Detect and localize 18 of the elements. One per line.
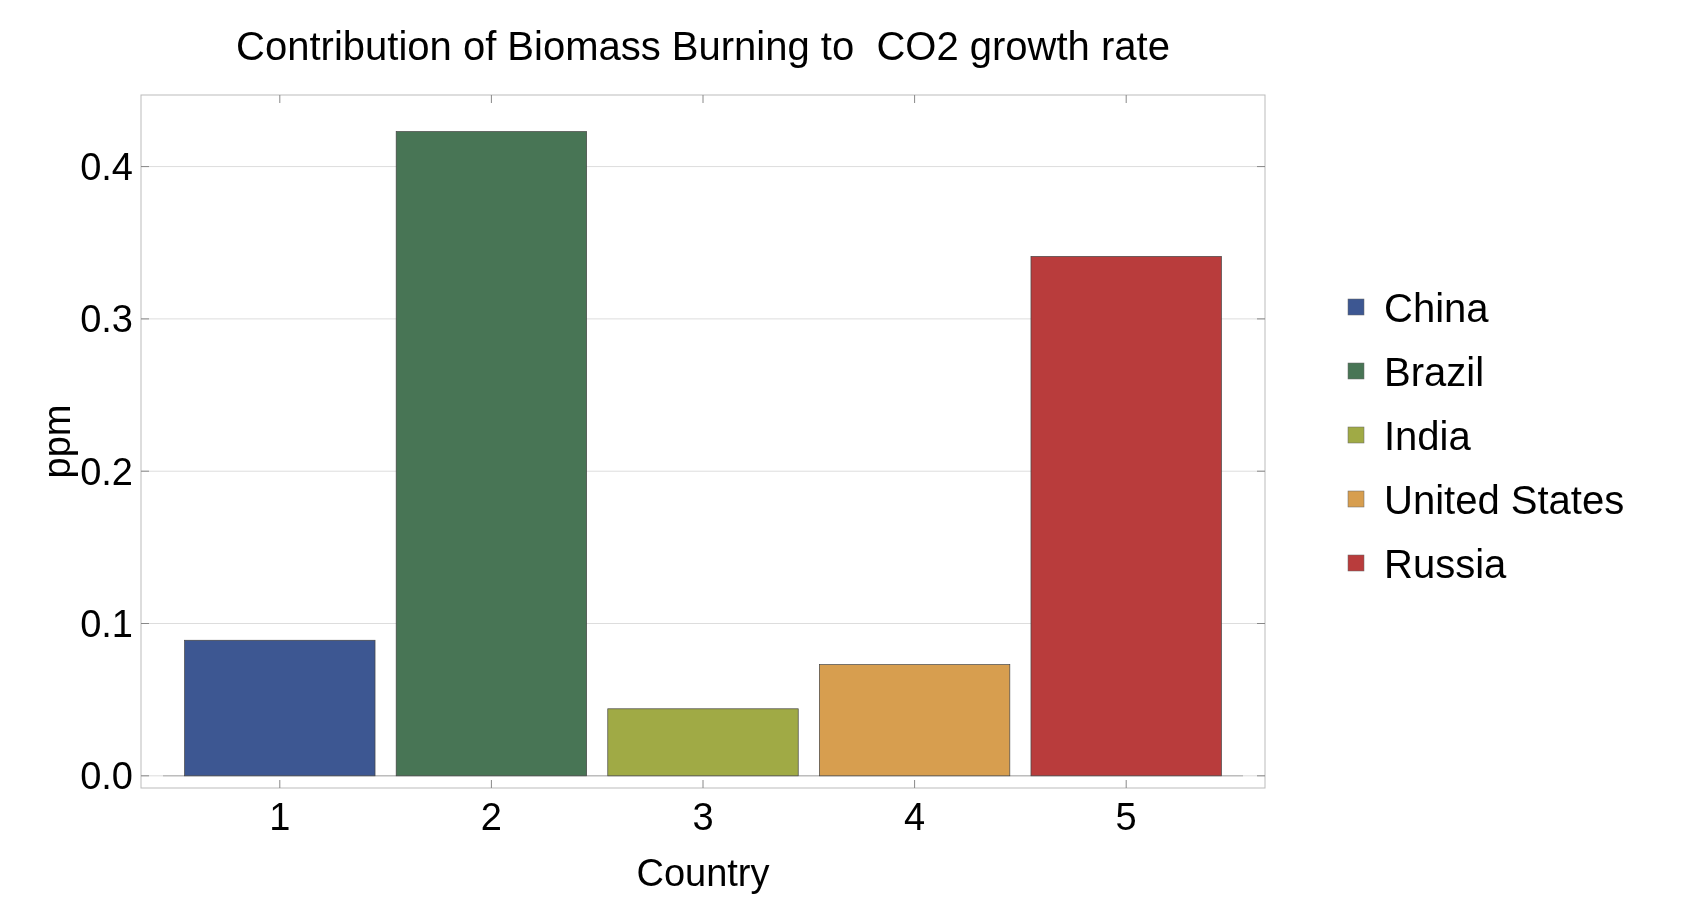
- legend-label: China: [1384, 286, 1490, 330]
- x-tick-label: 3: [692, 796, 714, 838]
- y-tick-label: 0.4: [80, 145, 133, 188]
- y-tick-label: 0.2: [80, 450, 133, 493]
- x-tick-label: 2: [480, 796, 502, 838]
- x-tick-label: 1: [269, 796, 291, 838]
- legend-label: Brazil: [1384, 350, 1485, 394]
- y-tick-label: 0.3: [80, 298, 133, 341]
- legend-label: United States: [1384, 478, 1625, 522]
- chart-title: Contribution of Biomass Burning to CO2 growth rate: [236, 24, 1170, 68]
- y-tick-label: 0.1: [80, 602, 133, 645]
- x-tick-label: 4: [904, 796, 926, 838]
- y-axis-title: ppm: [36, 404, 79, 479]
- x-tick-label: 5: [1115, 796, 1137, 838]
- legend-label: Russia: [1384, 542, 1508, 586]
- legend-label: India: [1384, 414, 1472, 458]
- x-axis-title: Country: [636, 852, 770, 894]
- y-tick-label: 0.0: [80, 755, 133, 798]
